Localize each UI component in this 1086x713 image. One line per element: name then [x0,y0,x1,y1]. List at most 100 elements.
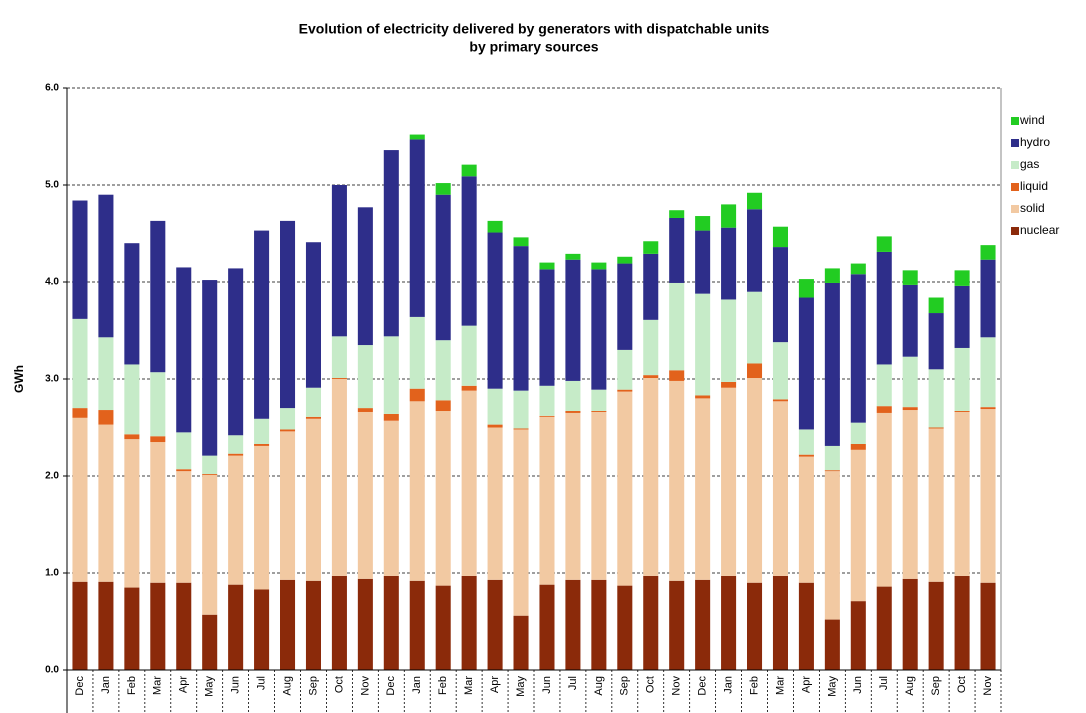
bar-segment [643,253,659,320]
bar-segment [902,270,918,285]
x-tick-label: Oct [956,676,968,693]
bar-segment [98,194,114,338]
bar-segment [409,388,425,402]
bar-segment [721,204,737,228]
bar-segment [228,268,244,436]
y-tick-label: 1.0 [45,568,59,579]
bar-segment [357,578,373,670]
bar-segment [591,579,607,670]
x-tick-label: Oct [645,676,657,693]
bar-segment [150,582,166,670]
bar-segment [331,378,347,379]
bar-segment [928,297,944,314]
bar-segment [695,398,711,580]
bar-segment [928,427,944,429]
bar-segment [669,282,685,371]
bar-segment [980,409,996,583]
bar-segment [383,150,399,337]
x-tick-label: Apr [178,676,190,693]
bar-segment [902,578,918,670]
y-tick-label: 6.0 [45,83,59,94]
legend-label: wind [1019,113,1045,127]
y-tick-label: 2.0 [45,471,59,482]
bar-segment [487,424,503,428]
bar-segment [487,220,503,233]
x-tick-label: Jul [255,676,267,690]
bar-segment [850,601,866,670]
bar-segment [565,253,581,260]
bar-segment [409,139,425,317]
bar-segment [695,216,711,231]
bar-segment [357,411,373,579]
bar-segment [305,387,321,417]
bar-segment [669,217,685,283]
bar-segment [280,408,296,430]
bar-segment [98,581,114,670]
bar-segment [150,436,166,443]
x-tick-label: Mar [774,676,786,695]
bar-segment [98,410,114,425]
legend-swatch [1011,205,1019,213]
bar-segment [305,418,321,581]
bar-segment [150,442,166,583]
bar-segment [383,413,399,421]
bar-segment [980,337,996,408]
bar-segment [150,220,166,373]
bar-segment [72,581,88,670]
bar-segment [954,411,970,412]
bar-segment [954,285,970,348]
x-tick-label: Feb [126,676,138,695]
x-tick-label: Dec [74,676,86,696]
bar-segment [747,378,763,583]
bar-segment [772,399,788,402]
bar-segment [798,297,814,430]
bar-segment [747,363,763,379]
x-tick-label: Sep [930,676,942,696]
bar-segment [669,380,685,581]
bar-segment [124,434,140,440]
bar-segment [539,269,555,386]
x-tick-label: Jun [230,676,242,694]
bar-segment [513,428,529,430]
bar-segment [435,340,451,401]
bar-segment [254,589,270,670]
bar-segment [695,293,711,396]
bar-segment [617,256,633,264]
bar-segment [487,388,503,425]
bar-segment [357,345,373,409]
bar-segment [176,471,192,583]
bar-segment [798,429,814,455]
bar-segment [202,280,218,456]
bar-segment [72,408,88,418]
legend-swatch [1011,139,1019,147]
bar-segment [798,279,814,298]
bar-segment [643,575,659,670]
x-tick-label: Apr [489,676,501,693]
y-tick-label: 0.0 [45,665,59,676]
bar-segment [461,164,477,177]
x-tick-label: Jan [722,676,734,694]
bar-segment [331,336,347,379]
bar-segment [176,267,192,433]
bar-segment [202,455,218,475]
x-tick-label: Feb [748,676,760,695]
bar-segment [824,471,840,620]
x-tick-label: Jan [411,676,423,694]
bar-segment [824,282,840,446]
bar-segment [876,364,892,407]
bar-segment [798,454,814,457]
bar-segment [305,580,321,670]
x-tick-label: Apr [800,676,812,693]
bar-segment [695,395,711,399]
bar-segment [772,226,788,248]
x-tick-label: Sep [619,676,631,696]
bar-segment [721,381,737,388]
bar-segment [383,420,399,576]
bar-segment [824,619,840,670]
bar-segment [928,313,944,370]
bar-segment [591,389,607,412]
bar-segment [280,431,296,580]
bar-segment [902,407,918,411]
x-tick-label: Jul [878,676,890,690]
